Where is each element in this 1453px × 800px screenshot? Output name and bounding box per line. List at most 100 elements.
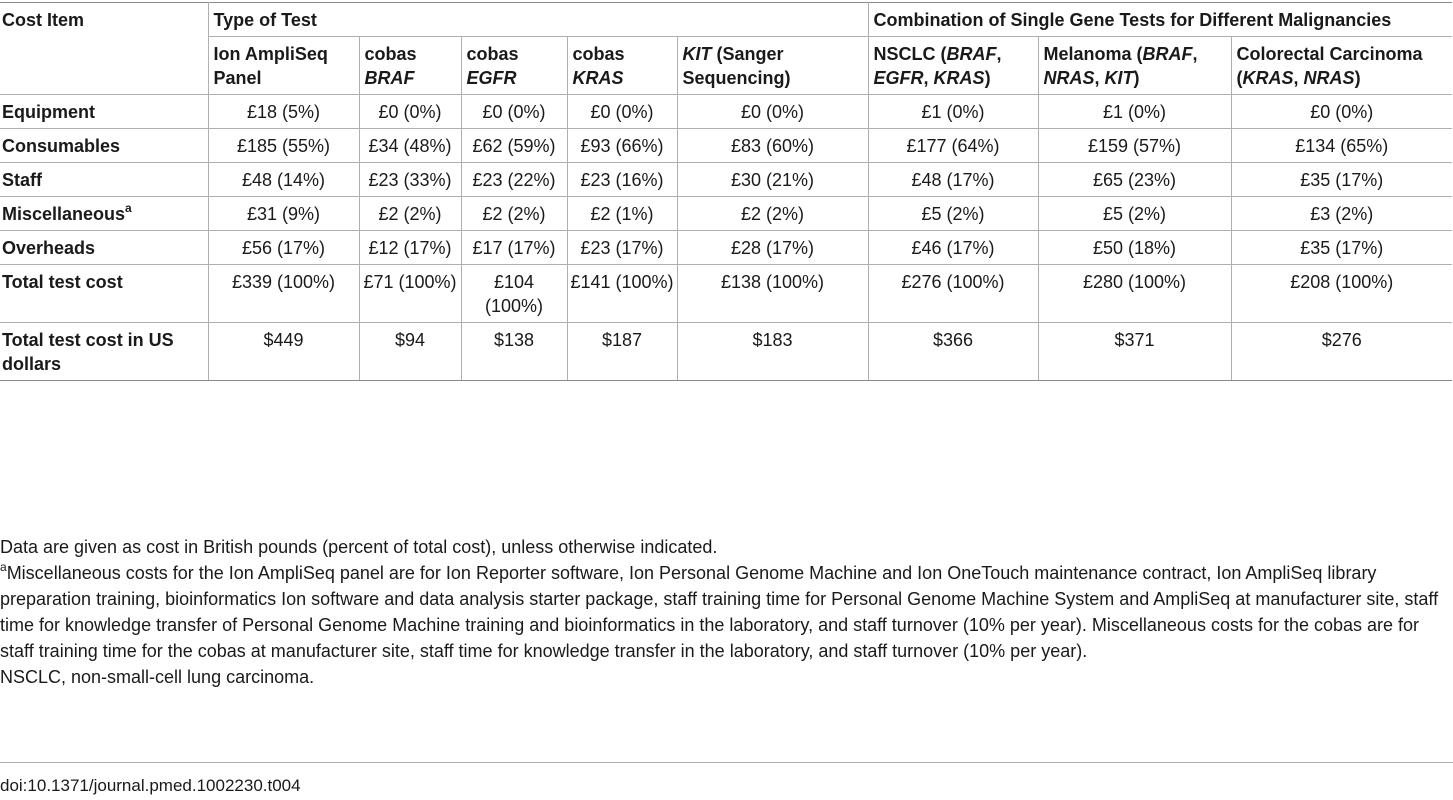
col-melanoma-gene: NRAS — [1043, 68, 1095, 88]
col-nsclc-gene: EGFR — [873, 68, 924, 88]
subheader-row: Ion AmpliSeq Panel cobas BRAF cobas EGFR… — [0, 36, 1453, 95]
table-cell: £50 (18%) — [1037, 230, 1232, 265]
table-cell: £12 (17%) — [358, 230, 462, 265]
row-label: Total test cost — [0, 264, 209, 323]
table-row: Total test cost in US dollars $449 $94 $… — [0, 322, 1453, 381]
table-cell: £159 (57%) — [1037, 128, 1232, 163]
col-nsclc: NSCLC (BRAF, EGFR, KRAS) — [867, 36, 1039, 95]
row-label-text: Total test cost — [2, 272, 123, 292]
row-label-text: Total test cost in US dollars — [2, 330, 174, 374]
col-melanoma-gene: BRAF — [1142, 44, 1193, 64]
row-label-text: Equipment — [2, 102, 95, 122]
header-row: Cost Item Type of Test Combination of Si… — [0, 2, 1453, 95]
row-label: Overheads — [0, 230, 209, 265]
col-cobas-kras-prefix: cobas — [572, 44, 625, 64]
table-cell: £185 (55%) — [207, 128, 360, 163]
table-row: Overheads £56 (17%) £12 (17%) £17 (17%) … — [0, 230, 1453, 265]
table-cell: £5 (2%) — [1037, 196, 1232, 231]
footnote-abbreviation: NSCLC, non-small-cell lung carcinoma. — [0, 667, 315, 687]
table-cell: £46 (17%) — [867, 230, 1039, 265]
table-cell: £2 (2%) — [676, 196, 869, 231]
col-nsclc-gene: BRAF — [946, 44, 997, 64]
col-colorectal-sep: , — [1293, 68, 1304, 88]
col-melanoma-text: Melanoma ( — [1043, 44, 1143, 64]
doi-link[interactable]: doi:10.1371/journal.pmed.1002230.t004 — [0, 776, 301, 795]
table-cell: £1 (0%) — [867, 94, 1039, 129]
table-cell: £141 (100%) — [566, 264, 678, 323]
table-cell: £0 (0%) — [566, 94, 678, 129]
table-cell: £2 (2%) — [358, 196, 462, 231]
table-cell: £71 (100%) — [358, 264, 462, 323]
footnote-data-units: Data are given as cost in British pounds… — [0, 537, 718, 557]
table-cell: £280 (100%) — [1037, 264, 1232, 323]
table-cell: £0 (0%) — [358, 94, 462, 129]
table-cell: £276 (100%) — [867, 264, 1039, 323]
header-cost-item: Cost Item — [0, 2, 209, 95]
row-label: Consumables — [0, 128, 209, 163]
row-label: Total test cost in US dollars — [0, 322, 209, 381]
table-cell: £23 (22%) — [460, 162, 568, 197]
col-nsclc-sep: , — [923, 68, 934, 88]
col-colorectal-gene: NRAS — [1303, 68, 1355, 88]
table-cell: £208 (100%) — [1230, 264, 1453, 323]
table-cell: $183 — [676, 322, 869, 381]
table-cell: £34 (48%) — [358, 128, 462, 163]
col-cobas-braf: cobas BRAF — [358, 36, 462, 95]
table-cell: £35 (17%) — [1230, 162, 1453, 197]
table-cell: £0 (0%) — [676, 94, 869, 129]
table-footnotes: Data are given as cost in British pounds… — [0, 534, 1450, 690]
table-cell: £56 (17%) — [207, 230, 360, 265]
table-cell: $138 — [460, 322, 568, 381]
table-cell: £339 (100%) — [207, 264, 360, 323]
col-nsclc-sep: , — [996, 44, 1002, 64]
col-nsclc-text: NSCLC ( — [873, 44, 947, 64]
table-cell: £5 (2%) — [867, 196, 1039, 231]
table-row: Consumables £185 (55%) £34 (48%) £62 (59… — [0, 128, 1453, 163]
col-melanoma-gene: KIT — [1104, 68, 1134, 88]
col-cobas-egfr: cobas EGFR — [460, 36, 568, 95]
table-cell: £134 (65%) — [1230, 128, 1453, 163]
col-cobas-kras: cobas KRAS — [566, 36, 678, 95]
row-label: Miscellaneousa — [0, 196, 209, 231]
footnote-miscellaneous: aMiscellaneous costs for the Ion AmpliSe… — [0, 560, 1450, 664]
table-cell: £83 (60%) — [676, 128, 869, 163]
col-nsclc-gene: KRAS — [933, 68, 985, 88]
table-cell: £0 (0%) — [460, 94, 568, 129]
col-nsclc-close: ) — [984, 68, 991, 88]
table-cell: £1 (0%) — [1037, 94, 1232, 129]
table-cell: £48 (14%) — [207, 162, 360, 197]
table-cell: £18 (5%) — [207, 94, 360, 129]
table-cell: £3 (2%) — [1230, 196, 1453, 231]
header-combination: Combination of Single Gene Tests for Dif… — [867, 2, 1453, 37]
footnote-marker: a — [125, 201, 132, 215]
row-label-text: Overheads — [2, 238, 96, 258]
table-cell: £23 (17%) — [566, 230, 678, 265]
row-label-text: Consumables — [2, 136, 121, 156]
table-cell: £104 (100%) — [460, 264, 568, 323]
col-colorectal: Colorectal Carcinoma (KRAS, NRAS) — [1230, 36, 1453, 95]
table-cell: £35 (17%) — [1230, 230, 1453, 265]
table-cell: £2 (1%) — [566, 196, 678, 231]
col-melanoma-close: ) — [1133, 68, 1140, 88]
col-kit-suffix: (Sanger Sequencing) — [682, 44, 791, 88]
col-cobas-egfr-gene: EGFR — [466, 68, 517, 88]
col-cobas-braf-gene: BRAF — [364, 68, 415, 88]
table-cell: £48 (17%) — [867, 162, 1039, 197]
col-ion-ampliseq-label: Ion AmpliSeq Panel — [213, 44, 328, 88]
col-colorectal-gene: KRAS — [1242, 68, 1294, 88]
table-cell: $187 — [566, 322, 678, 381]
table-cell: £28 (17%) — [676, 230, 869, 265]
col-melanoma: Melanoma (BRAF, NRAS, KIT) — [1037, 36, 1232, 95]
table-cell: $371 — [1037, 322, 1232, 381]
row-label: Staff — [0, 162, 209, 197]
table-cell: $94 — [358, 322, 462, 381]
table-row: Total test cost £339 (100%) £71 (100%) £… — [0, 264, 1453, 323]
cost-table: Cost Item Type of Test Combination of Si… — [0, 2, 1453, 381]
table-cell: $276 — [1230, 322, 1453, 381]
footnote-marker: a — [0, 560, 7, 574]
table-cell: £31 (9%) — [207, 196, 360, 231]
header-type-of-test: Type of Test — [207, 2, 869, 37]
divider — [0, 762, 1453, 763]
col-cobas-egfr-prefix: cobas — [466, 44, 519, 64]
